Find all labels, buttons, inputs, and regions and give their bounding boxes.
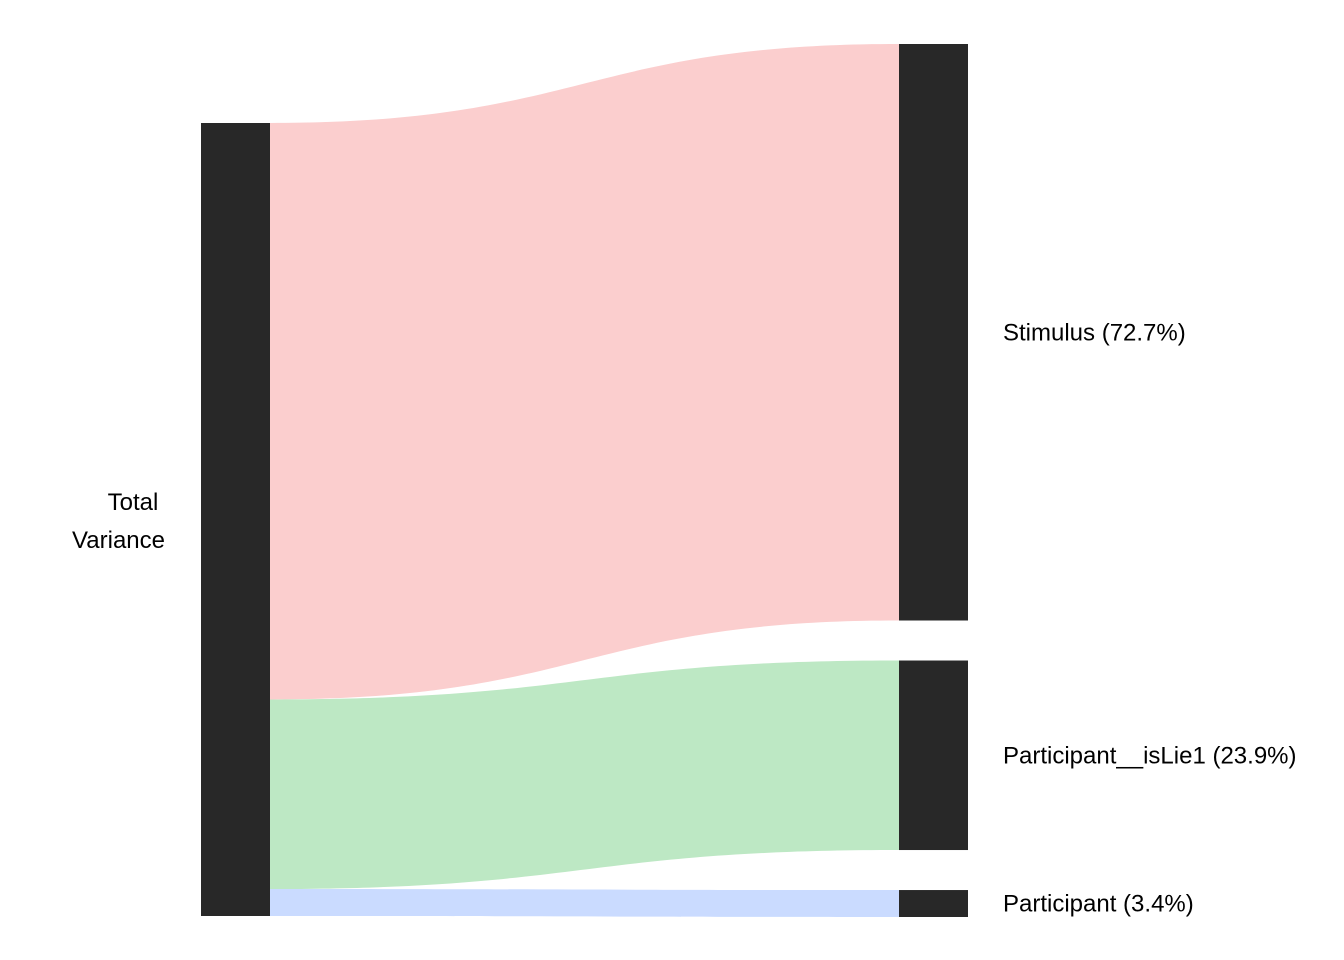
- source-label-line-1: Total: [108, 489, 159, 516]
- flow-stimulus: [270, 44, 899, 700]
- flow-participant: [270, 889, 899, 917]
- target-label-participant-islie1: Participant__isLie1 (23.9%): [1003, 742, 1297, 769]
- target-label-participant: Participant (3.4%): [1003, 891, 1194, 918]
- target-labels: Stimulus (72.7%) Participant__isLie1 (23…: [1003, 319, 1297, 917]
- flow-participant-islie1: [270, 660, 899, 890]
- node-group: [201, 44, 968, 917]
- flow-group: [270, 44, 899, 917]
- source-label-line-2: Variance: [72, 527, 165, 554]
- target-label-stimulus: Stimulus (72.7%): [1003, 319, 1186, 346]
- source-label: Total Variance: [72, 489, 165, 554]
- target-node-participant-islie1: [899, 660, 968, 851]
- target-node-stimulus: [899, 44, 968, 621]
- source-node-total-variance: [201, 123, 270, 916]
- target-node-participant: [899, 890, 968, 917]
